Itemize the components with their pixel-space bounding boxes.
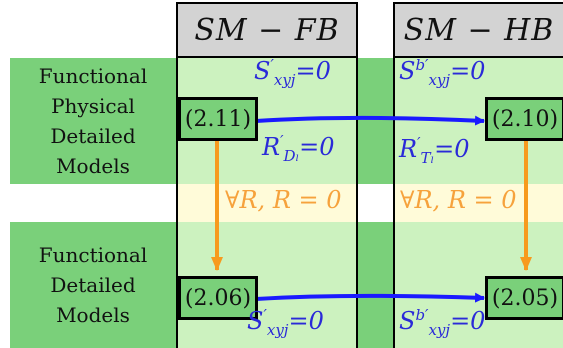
column-header-sm-hb: SM − HB bbox=[393, 2, 563, 58]
node-2-11: (2.11) bbox=[178, 97, 258, 141]
equation-top-left-lower: R′Dₗ=0 bbox=[262, 132, 335, 165]
equation-top-right-upper: Sb′xyj=0 bbox=[399, 56, 486, 89]
equation-middle-right: ∀R, R = 0 bbox=[400, 186, 517, 214]
equation-top-left-upper: S′xyj=0 bbox=[254, 56, 331, 89]
row-label-detailed: Functional Detailed Models bbox=[10, 222, 176, 348]
equation-top-right-lower: R′Tₗ=0 bbox=[399, 134, 470, 167]
node-2-05: (2.05) bbox=[485, 276, 563, 320]
equation-middle-left: ∀R, R = 0 bbox=[225, 186, 342, 214]
equation-bottom-left: S′xyj=0 bbox=[247, 306, 324, 339]
node-2-10: (2.10) bbox=[485, 97, 563, 141]
middle-band-left bbox=[178, 184, 356, 222]
node-2-06: (2.06) bbox=[178, 276, 258, 320]
column-header-sm-fb: SM − FB bbox=[176, 2, 358, 58]
arrow-bottom-horizontal bbox=[255, 292, 485, 303]
equation-bottom-right: Sb′xyj=0 bbox=[399, 306, 486, 339]
middle-band-right bbox=[395, 184, 563, 222]
row-label-physical: Functional Physical Detailed Models bbox=[10, 58, 176, 184]
arrow-top-horizontal bbox=[255, 115, 485, 126]
